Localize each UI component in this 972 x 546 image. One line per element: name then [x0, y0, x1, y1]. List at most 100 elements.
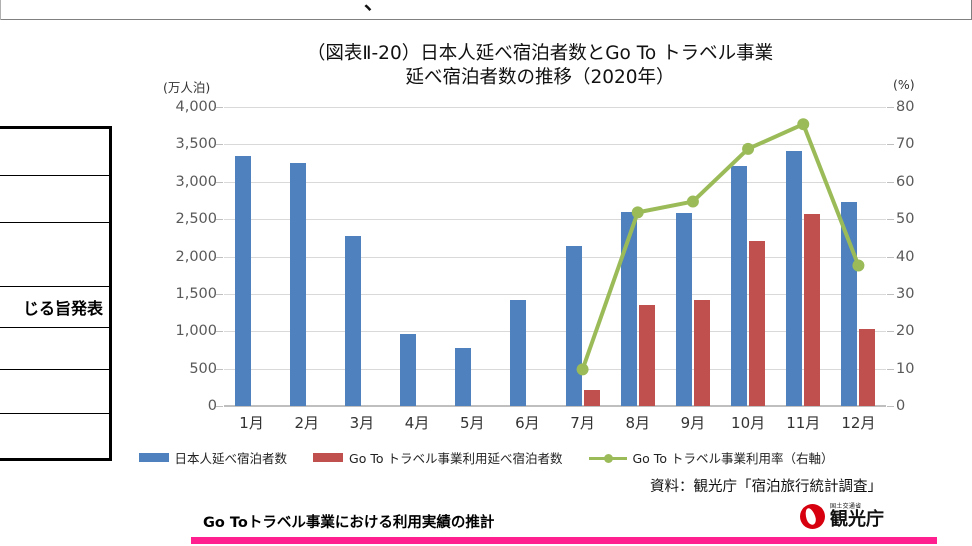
- x-axis-label: 4月: [404, 414, 430, 432]
- legend-item-0[interactable]: 日本人延べ宿泊者数: [138, 448, 288, 467]
- legend-swatch-icon: [138, 453, 169, 462]
- y-axis-unit-right: (%): [893, 77, 915, 92]
- bar-domestic-11月: [786, 151, 803, 406]
- line-marker: [631, 206, 644, 219]
- legend-line-icon: [588, 452, 627, 464]
- bar-goto-9月: [693, 300, 710, 406]
- legend-label: Go To トラベル事業利用延べ宿泊者数: [349, 451, 563, 466]
- table-row: [0, 413, 109, 458]
- line-marker: [686, 195, 699, 208]
- y-axis-label-left: 0: [207, 398, 217, 414]
- y-axis-label-right: 70: [896, 136, 915, 153]
- y-axis-tick-left: [216, 181, 223, 183]
- banner-rule: [191, 537, 937, 544]
- bar-domestic-1月: [234, 155, 251, 406]
- y-axis-tick-right: [887, 144, 894, 146]
- bar-domestic-7月: [565, 246, 582, 406]
- chart-legend: 日本人延べ宿泊者数 Go To トラベル事業利用延べ宿泊者数 Go To トラベル事…: [0, 448, 972, 467]
- banner-title: Go Toトラベル事業における利用実績の推計: [203, 515, 495, 531]
- bar-domestic-4月: [400, 334, 417, 406]
- x-axis-line: [224, 405, 886, 407]
- cutoff-header-text: 、: [364, 0, 384, 14]
- y-axis-label-left: 2,000: [175, 248, 217, 265]
- y-axis-tick-left: [216, 219, 223, 221]
- y-axis-tick-left: [216, 406, 223, 407]
- plot-area: [216, 107, 894, 407]
- x-axis-label: 2月: [294, 414, 320, 432]
- line-marker: [797, 118, 810, 131]
- y-axis-label-left: 1,000: [175, 323, 217, 340]
- gridline: [224, 107, 886, 108]
- y-axis-tick-right: [887, 331, 894, 333]
- y-axis-tick-right: [887, 107, 894, 108]
- y-axis-label-right: 80: [896, 99, 915, 115]
- table-row: [0, 176, 109, 224]
- left-partial-table: じる旨発表: [0, 126, 112, 461]
- strip-right-border: [970, 0, 972, 20]
- y-axis-label-right: 10: [896, 360, 915, 377]
- bar-domestic-2月: [289, 162, 306, 406]
- y-axis-tick-right: [887, 293, 894, 295]
- x-axis-label: 3月: [349, 414, 375, 432]
- y-axis-tick-right: [887, 256, 894, 258]
- agency-ministry-label: 国土交通省: [830, 503, 862, 510]
- gridline: [224, 256, 886, 258]
- y-axis-tick-right: [887, 406, 894, 407]
- y-axis-tick-left: [216, 331, 223, 333]
- slide-header-strip: [0, 0, 972, 20]
- y-axis-tick-right: [887, 181, 894, 183]
- legend-item-2[interactable]: Go To トラベル事業利用率（右軸）: [588, 448, 834, 467]
- legend-label: 日本人延べ宿泊者数: [174, 451, 288, 466]
- table-row: [0, 129, 109, 177]
- bar-goto-7月: [583, 390, 600, 406]
- table-cell-text: じる旨発表: [22, 299, 103, 319]
- bar-goto-11月: [804, 214, 821, 406]
- y-axis-label-left: 2,500: [175, 211, 217, 228]
- legend-item-1[interactable]: Go To トラベル事業利用延べ宿泊者数: [313, 448, 563, 467]
- bar-domestic-6月: [510, 300, 527, 406]
- agency-name-label: 観光庁: [830, 509, 884, 530]
- y-axis-label-right: 60: [896, 173, 915, 190]
- bottom-banner: Go Toトラベル事業における利用実績の推計 国土交通省 観光庁: [0, 500, 972, 546]
- gridline: [224, 144, 886, 146]
- y-axis-tick-left: [216, 107, 223, 108]
- gridline: [224, 331, 886, 333]
- y-axis-label-right: 50: [896, 211, 915, 228]
- y-axis-label-left: 3,500: [175, 136, 217, 153]
- bar-goto-12月: [859, 329, 876, 406]
- gridline: [224, 219, 886, 221]
- y-axis-tick-left: [216, 256, 223, 258]
- y-axis-tick-left: [216, 144, 223, 146]
- x-axis-label: 11月: [786, 414, 821, 432]
- legend-label: Go To トラベル事業利用率（右軸）: [632, 451, 834, 466]
- y-axis-tick-left: [216, 293, 223, 295]
- line-marker: [576, 363, 589, 376]
- line-marker: [852, 259, 865, 272]
- y-axis-label-left: 500: [189, 360, 217, 377]
- y-axis-label-left: 4,000: [175, 99, 217, 115]
- bar-domestic-5月: [455, 348, 472, 406]
- gridline: [224, 368, 886, 370]
- bar-goto-8月: [638, 305, 655, 406]
- x-axis-label: 6月: [515, 414, 540, 432]
- x-axis-label: 12月: [841, 414, 876, 432]
- agency-text: 国土交通省 観光庁: [830, 504, 884, 529]
- bar-goto-10月: [749, 240, 766, 406]
- y-axis-label-left: 1,500: [175, 285, 217, 302]
- y-axis-left-labels: 0 500 1,000 1,500 2,000 2,500 3,000 3,500 4,000: [155, 99, 217, 414]
- gridline: [224, 293, 886, 295]
- table-row: [0, 328, 109, 371]
- x-axis-label: 8月: [625, 414, 651, 432]
- x-axis-label: 5月: [459, 414, 485, 432]
- x-axis-label: 7月: [570, 414, 595, 432]
- legend-swatch-icon: [313, 453, 344, 462]
- y-axis-right-labels: 0 10 20 30 40 50 60 70 80: [896, 99, 956, 414]
- y-axis-label-right: 20: [896, 323, 915, 340]
- chart-container: （図表Ⅱ-20）日本人延べ宿泊者数とGo To トラベル事業 延べ宿泊者数の推移…: [0, 20, 972, 500]
- bar-domestic-3月: [344, 235, 361, 406]
- table-row: [0, 370, 109, 414]
- y-axis-label-right: 0: [896, 398, 906, 414]
- x-axis-label: 9月: [680, 414, 706, 432]
- bar-domestic-9月: [675, 212, 692, 406]
- line-path: [580, 122, 861, 372]
